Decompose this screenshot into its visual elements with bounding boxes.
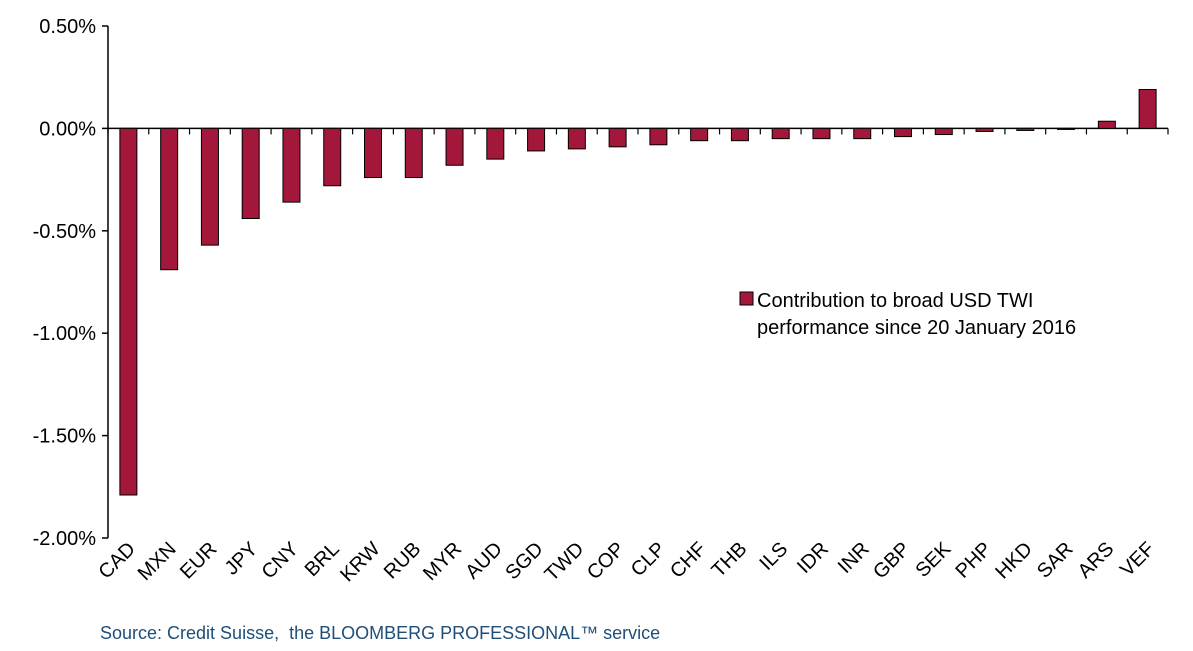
bar-cop [608,127,627,148]
y-tick-label: -1.00% [33,323,97,345]
bar-sgd [527,127,546,152]
x-tick-label: ILS [755,538,792,575]
bar-krw [364,127,382,179]
bar-idr [812,127,831,140]
bar-inr [853,127,872,140]
legend-label: Contribution to broad USD TWI [757,290,1033,312]
legend-swatch [739,291,754,306]
bar-php [975,127,994,132]
x-tick-label: GBP [869,538,914,583]
y-tick-label: -0.50% [33,221,97,243]
y-tick-label: -2.00% [33,528,97,550]
x-tick-label: PHP [951,538,996,583]
x-tick-label: MXN [134,538,181,585]
x-tick-label: SEK [911,538,955,582]
source-note: Source: Credit Suisse, the BLOOMBERG PRO… [100,623,661,643]
x-tick-label: ARS [1074,538,1119,583]
bar-hkd [1016,127,1035,131]
bar-ils [771,127,790,140]
x-tick-label: JPY [221,538,262,579]
bar-sek [934,127,953,136]
x-tick-label: SGD [501,538,547,584]
y-tick-label: 0.00% [39,118,96,140]
bar-cny [282,127,301,203]
chart-bars [119,88,1157,496]
x-tick-label: TWD [541,538,589,586]
x-tick-label: CLP [627,538,670,581]
x-tick-label: MYR [419,538,466,585]
bar-cad [119,127,138,496]
bar-myr [445,127,464,166]
x-tick-label: THB [708,538,752,582]
bar-jpy [241,127,260,220]
x-tick-label: AUD [461,538,506,583]
chart-axes: 0.50% 0.00% -0.50% -1.00% -1.50% -2.00% [33,16,1169,550]
bar-thb [730,127,749,142]
bar-vef [1138,88,1157,129]
x-tick-label: COP [583,538,629,584]
x-tick-label: SAR [1033,538,1078,583]
x-tick-label: CHF [666,538,711,583]
bar-gbp [894,127,912,138]
x-tick-label: HKD [991,538,1036,583]
bar-chf [690,127,709,142]
bar-eur [200,127,219,246]
y-tick-label: 0.50% [39,16,96,38]
x-tick-label: VEF [1116,538,1159,581]
bar-ars [1097,120,1116,129]
legend: Contribution to broad USD TWI performance… [739,290,1076,339]
x-tick-label: INR [834,538,874,578]
bar-aud [486,127,505,160]
legend-label: performance since 20 January 2016 [757,317,1076,339]
x-tick-label: IDR [793,538,833,578]
x-tick-label: KRW [336,538,384,586]
bar-mxn [160,127,179,271]
x-tick-label: CAD [94,538,139,583]
bar-twd [567,127,586,150]
bar-sar [1057,127,1076,130]
bar-rub [404,127,423,179]
x-tick-label: BRL [301,538,344,581]
y-tick-label: -1.50% [33,426,97,448]
x-tick-label: RUB [380,538,425,583]
x-tick-label: CNY [258,538,303,583]
bar-brl [323,127,342,187]
bar-clp [649,127,668,146]
x-tick-label: EUR [176,538,221,583]
